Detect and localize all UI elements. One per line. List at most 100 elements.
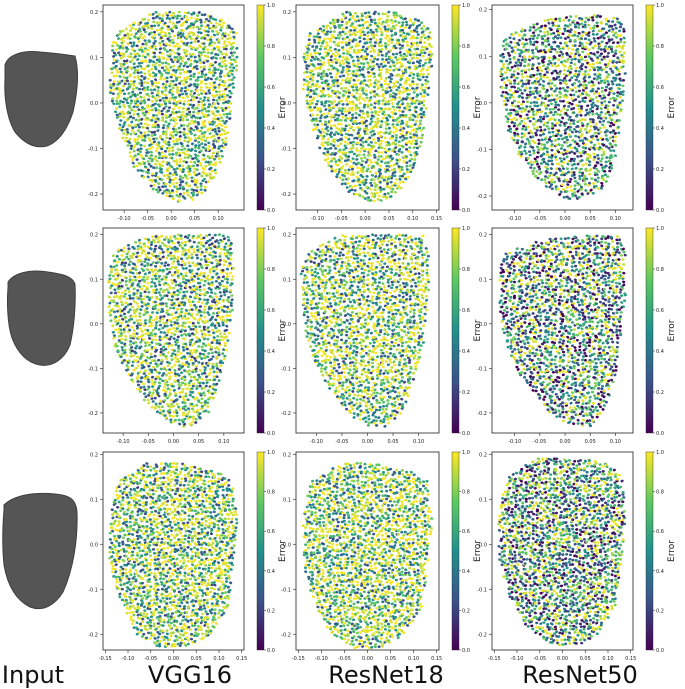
scatter-point [168, 153, 172, 156]
scatter-point [220, 154, 224, 158]
scatter-point [202, 123, 206, 127]
scatter-point [187, 122, 192, 126]
scatter-point [157, 143, 161, 147]
scatter-point [128, 151, 132, 154]
scatter-point [168, 184, 172, 188]
scatter-point [168, 172, 172, 175]
scatter-point [146, 171, 150, 175]
scatter-point [208, 163, 212, 166]
scatter-point [192, 170, 196, 174]
scatter-point [199, 129, 203, 133]
scatter-point [146, 64, 150, 68]
colorbar-tick-label: 0.0 [462, 208, 470, 214]
x-tick-label: 0.10 [213, 216, 224, 222]
scatter-point [129, 154, 133, 158]
scatter-point [152, 166, 156, 170]
scatter-point [172, 130, 176, 133]
scatter-point [207, 68, 212, 71]
scatter-point [157, 182, 161, 185]
scatter-point [194, 144, 198, 147]
scatter-point [164, 116, 169, 119]
scatter-point [133, 154, 137, 158]
scatter-point [203, 125, 207, 128]
scatter-point [199, 137, 203, 141]
scatter-point [168, 147, 172, 150]
scatter-point [152, 137, 156, 141]
scatter-point [168, 137, 172, 140]
scatter-point [216, 150, 220, 154]
scatter-point [145, 117, 150, 120]
scatter-point [161, 116, 165, 120]
colorbar-label: Error [278, 96, 288, 118]
scatter-point [152, 183, 156, 187]
scatter-point [185, 132, 189, 136]
scatter-point [190, 387, 194, 390]
scatter-point [220, 116, 224, 120]
scatter-point [132, 165, 136, 169]
scatter-point [178, 154, 182, 157]
scatter-point [173, 142, 177, 146]
scatter-point [160, 138, 164, 141]
scatter-point [207, 180, 211, 184]
scatter-point [568, 128, 572, 132]
scatter-point [195, 67, 199, 71]
scatter-point [173, 170, 178, 174]
x-tick-label: -0.05 [141, 216, 154, 222]
scatter-point [184, 181, 188, 185]
scatter-point [171, 191, 175, 194]
scatter-point [211, 56, 215, 59]
scatter-point [151, 116, 155, 120]
scatter-point [206, 148, 210, 152]
scatter-point [142, 144, 147, 148]
scatter-point [224, 119, 228, 123]
scatter-point [204, 164, 208, 168]
scatter-panel-r1-resnet18: -0.10 -0.05 0.00 0.05 0.10 0.15-0.2-0.10.00.1… [281, 3, 483, 222]
scatter-point [118, 115, 122, 118]
scatter-point [123, 121, 127, 124]
scatter-point [178, 164, 182, 168]
x-tick-label: 0.00 [360, 216, 371, 222]
scatter-point [143, 122, 147, 126]
colorbar-gradient [256, 4, 265, 211]
scatter-point [168, 178, 172, 182]
scatter-point [160, 164, 164, 168]
scatter-point [174, 133, 178, 137]
scatter-point [208, 132, 212, 135]
scatter-point [136, 169, 140, 172]
scatter-point [160, 151, 164, 155]
scatter-point [138, 150, 142, 154]
scatter-point [163, 154, 167, 158]
scatter-point [188, 184, 192, 188]
scatter-point [217, 136, 221, 140]
scatter-point [131, 126, 135, 130]
scatter-point [181, 144, 185, 148]
scatter-point [136, 148, 140, 152]
scatter-point [129, 132, 133, 136]
scatter-point [166, 126, 171, 130]
scatter-point [188, 167, 192, 171]
scatter-point [171, 134, 175, 138]
scatter-point [154, 166, 158, 170]
colorbar-tick-label: 0.0 [267, 208, 275, 214]
scatter-point [175, 138, 179, 142]
scatter-point [152, 88, 157, 91]
scatter-point [197, 146, 201, 150]
scatter-point [143, 162, 147, 165]
scatter-point [224, 143, 228, 146]
scatter-point [211, 123, 215, 126]
scatter-point [176, 148, 180, 151]
scatter-point [130, 129, 134, 132]
scatter-point [203, 130, 207, 134]
scatter-point [148, 147, 152, 151]
y-tick-label: 0.1 [90, 55, 98, 61]
scatter-point [188, 154, 193, 158]
scatter-point [214, 117, 218, 121]
scatter-point [170, 195, 174, 198]
scatter-point [161, 61, 165, 65]
scatter-point [215, 124, 219, 128]
x-tick-label: -0.10 [118, 216, 131, 222]
scatter-point [197, 144, 201, 147]
scatter-point [193, 161, 197, 164]
